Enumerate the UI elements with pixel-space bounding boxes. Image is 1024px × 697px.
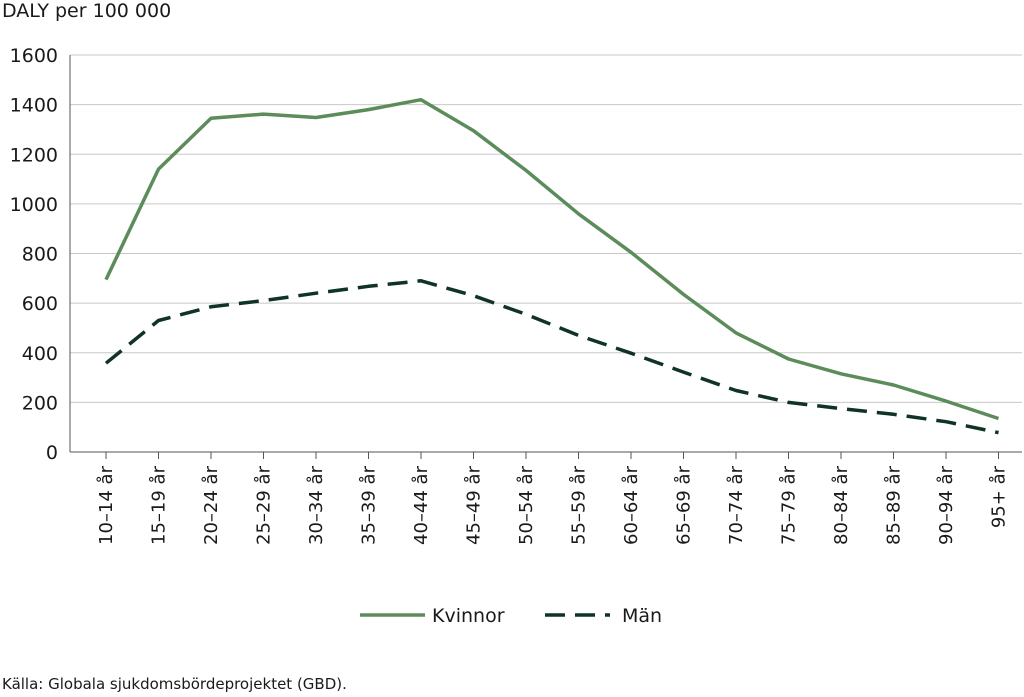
x-tick-label: 70–74 år xyxy=(726,465,747,545)
y-tick-label: 600 xyxy=(22,293,58,315)
x-tick-label: 40–44 år xyxy=(411,465,432,545)
y-tick-label: 1400 xyxy=(10,95,58,117)
legend: Kvinnor Män xyxy=(360,605,662,627)
x-tick-label: 20–24 år xyxy=(201,465,222,545)
x-tick-label: 65–69 år xyxy=(674,465,695,545)
y-axis-title: DALY per 100 000 xyxy=(2,0,172,22)
x-tick-label: 60–64 år xyxy=(621,465,642,545)
x-tick-label: 95+ år xyxy=(989,465,1010,528)
y-tick-label: 400 xyxy=(22,343,58,365)
x-tick-label: 90–94 år xyxy=(936,465,957,545)
legend-label: Män xyxy=(622,605,662,627)
grid-lines xyxy=(70,54,1022,403)
legend-label: Kvinnor xyxy=(432,605,505,627)
x-axis xyxy=(69,55,1022,459)
series-line-kvinnor xyxy=(104,97,1000,421)
x-tick-label: 45–49 år xyxy=(464,465,485,545)
y-tick-label: 1000 xyxy=(10,194,58,216)
x-tick-labels: 10–14 år 15–19 år 20–24 år 25–29 år 30–34 år… xyxy=(96,465,1010,545)
series-line-man xyxy=(104,279,999,435)
x-tick-label: 85–89 år xyxy=(884,465,905,545)
x-tick-label: 10–14 år xyxy=(96,465,117,545)
x-tick-label: 35–39 år xyxy=(359,465,380,545)
y-tick-label: 0 xyxy=(46,442,58,464)
x-tick-label: 15–19 år xyxy=(149,465,170,545)
y-tick-label: 1200 xyxy=(10,144,58,166)
y-tick-labels: 0 200 400 600 800 1000 1200 1400 1600 xyxy=(10,45,58,464)
x-tick-label: 55–59 år xyxy=(569,465,590,545)
x-tick-label: 25–29 år xyxy=(254,465,275,545)
series-lines xyxy=(104,97,1000,435)
x-tick-label: 80–84 år xyxy=(831,465,852,545)
x-tick-label: 50–54 år xyxy=(516,465,537,545)
x-tick-label: 30–34 år xyxy=(306,465,327,545)
source-note: Källa: Globala sjukdomsbördeprojektet (G… xyxy=(2,675,347,693)
y-tick-label: 1600 xyxy=(10,45,58,67)
y-tick-label: 200 xyxy=(22,392,58,414)
y-tick-label: 800 xyxy=(22,244,58,266)
x-tick-label: 75–79 år xyxy=(779,465,800,545)
